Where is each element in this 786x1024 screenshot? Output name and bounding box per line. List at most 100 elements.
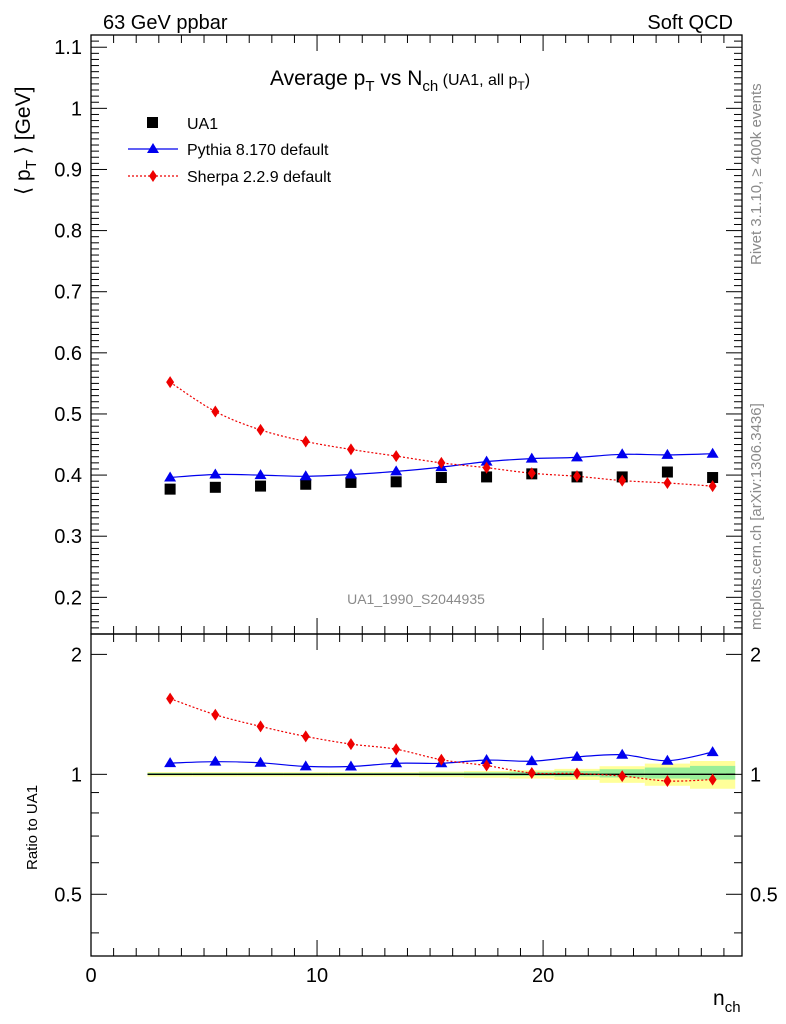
ratio-band-stat	[690, 765, 736, 780]
pythia-ratio-point	[254, 756, 267, 767]
x-tick-label: 20	[532, 965, 554, 987]
x-axis-label: nch	[713, 987, 741, 1016]
sherpa-point	[482, 461, 491, 474]
ratio-tick-label-right: 1	[750, 764, 761, 786]
ratio-tick-label: 1	[71, 764, 82, 786]
pythia-point	[480, 455, 493, 466]
y-tick-label: 0.8	[54, 221, 82, 243]
ratio-tick-label-right: 0.5	[750, 884, 778, 906]
pythia-ratio-point	[525, 755, 538, 766]
main-panel: 0.2 0.3 0.4 0.5 0.6 0.7 0.8 0.9 1 1.1	[54, 34, 743, 635]
ua1-point	[209, 481, 221, 493]
ua1-point	[707, 472, 719, 484]
y-tick-label: 1	[71, 98, 82, 120]
sherpa-ratio-point	[392, 743, 401, 756]
sherpa-point	[301, 435, 310, 448]
ratio-tick-label: 2	[71, 644, 82, 666]
ratio-frame	[90, 633, 743, 957]
sherpa-ratio-point	[256, 720, 265, 733]
ua1-point	[164, 483, 176, 495]
pythia-point	[525, 452, 538, 463]
sherpa-point	[572, 470, 581, 483]
ratio-y-label: Ratio to UA1	[24, 785, 41, 870]
sherpa-point	[346, 443, 355, 456]
sherpa-point	[256, 423, 265, 436]
pythia-point	[254, 469, 267, 480]
pythia-point	[706, 447, 719, 458]
y-axis-label: ⟨ pT ⟩ [GeV]	[12, 87, 40, 195]
ua1-point	[481, 471, 493, 483]
pythia-point	[209, 468, 222, 479]
pythia-ratio-point	[390, 757, 403, 768]
y-tick-label: 0.9	[54, 159, 82, 181]
y-tick-label: 0.2	[54, 587, 82, 609]
sherpa-ratio-point	[166, 692, 175, 705]
ua1-point	[661, 466, 673, 478]
chart-title: Average pT vs Nch (UA1, all pT)	[270, 67, 530, 95]
x-tick-labels: 0 10 20	[85, 965, 554, 987]
pythia-ratio-point	[344, 760, 357, 771]
ratio-panel: 0.5 0.5 1 1 2 2	[54, 633, 778, 957]
ua1-point	[300, 478, 312, 490]
pythia-point	[661, 448, 674, 459]
sherpa-ratio-point	[346, 738, 355, 751]
main-markers	[164, 376, 719, 495]
sherpa-ratio-point	[572, 767, 581, 780]
ratio-ticks: 0.5 0.5 1 1 2 2	[54, 634, 778, 956]
ua1-point	[345, 476, 357, 488]
pythia-ratio-point	[480, 754, 493, 765]
pythia-point	[570, 451, 583, 462]
x-tick-label: 10	[306, 965, 328, 987]
sherpa-point	[527, 467, 536, 480]
sherpa-ratio-point	[708, 773, 717, 786]
pythia-ratio-point	[299, 760, 312, 771]
sherpa-point	[166, 376, 175, 389]
ua1-point	[435, 472, 447, 484]
y-tick-label: 0.6	[54, 343, 82, 365]
pythia-point	[344, 468, 357, 479]
pythia-ratio-point	[661, 754, 674, 765]
pythia-point	[390, 465, 403, 476]
analysis-id: UA1_1990_S2044935	[347, 591, 485, 607]
x-tick-label: 0	[85, 965, 96, 987]
legend-marker-sherpa	[149, 170, 157, 182]
legend-label-ua1: UA1	[187, 116, 218, 133]
sherpa-point	[663, 477, 672, 490]
pythia-ratio-point	[164, 757, 177, 768]
main-ticks: 0.2 0.3 0.4 0.5 0.6 0.7 0.8 0.9 1 1.1	[54, 35, 742, 634]
legend-label-pythia: Pythia 8.170 default	[187, 142, 329, 159]
pythia-ratio-point	[209, 755, 222, 766]
sherpa-point	[211, 405, 220, 418]
sherpa-ratio-point	[211, 708, 220, 721]
legend-label-sherpa: Sherpa 2.2.9 default	[187, 169, 332, 186]
pythia-point	[616, 448, 629, 459]
sherpa-ratio-point	[482, 759, 491, 772]
ua1-point	[255, 480, 267, 492]
legend-marker-ua1	[147, 117, 158, 128]
sherpa-ratio-point	[618, 770, 627, 783]
y-tick-label: 0.3	[54, 526, 82, 548]
header-left: 63 GeV ppbar	[103, 12, 228, 34]
ua1-point	[390, 476, 402, 488]
legend: UA1 Pythia 8.170 default Sherpa 2.2.9 de…	[128, 116, 332, 186]
sherpa-point	[392, 450, 401, 463]
sherpa-point	[437, 456, 446, 469]
sherpa-point	[618, 474, 627, 487]
ratio-tick-label: 0.5	[54, 884, 82, 906]
y-tick-label: 0.5	[54, 404, 82, 426]
y-tick-label: 1.1	[54, 37, 82, 59]
sherpa-point	[708, 480, 717, 493]
pythia-point	[299, 470, 312, 481]
legend-marker-pythia	[147, 143, 159, 153]
rivet-label: Rivet 3.1.10, ≥ 400k events	[748, 83, 765, 265]
sherpa-ratio-point	[663, 775, 672, 788]
pythia-ratio-point	[570, 750, 583, 761]
pythia-ratio-point	[706, 746, 719, 757]
header-right: Soft QCD	[647, 12, 733, 34]
y-tick-label: 0.4	[54, 465, 82, 487]
y-tick-label: 0.7	[54, 282, 82, 304]
sherpa-ratio-point	[301, 730, 310, 743]
ratio-tick-label-right: 2	[750, 644, 761, 666]
sherpa-ratio-point	[527, 766, 536, 779]
ratio-markers	[164, 692, 719, 788]
